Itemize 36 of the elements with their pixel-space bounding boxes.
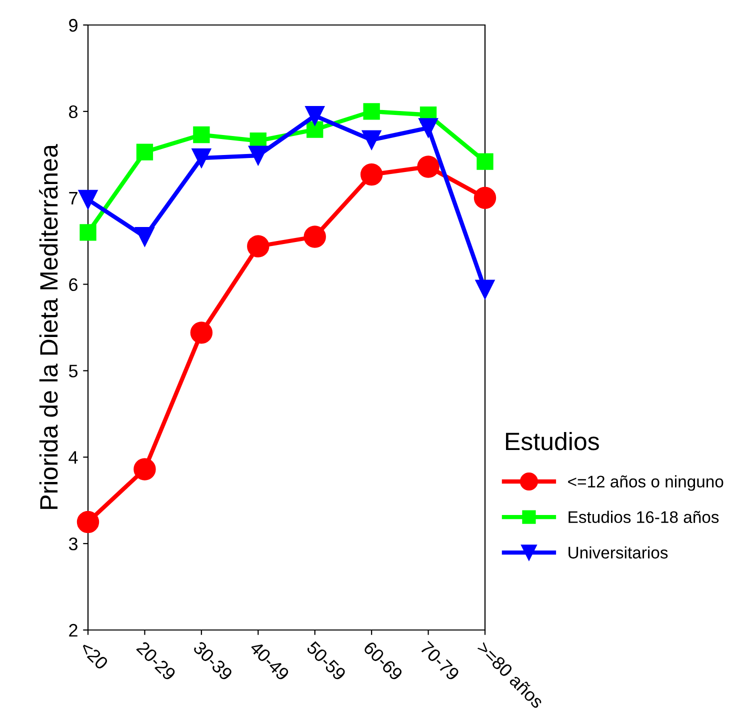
- point: [474, 186, 496, 209]
- y-tick-label: 7: [69, 192, 78, 204]
- y-tick-label: 4: [68, 451, 78, 464]
- legend-label: Estudios 16-18 años: [568, 510, 719, 524]
- y-tick-label: 8: [69, 105, 78, 118]
- y-tick-label: 6: [69, 278, 78, 292]
- point: [134, 458, 156, 480]
- point: [76, 510, 100, 534]
- point: [190, 322, 213, 344]
- point: [248, 146, 268, 166]
- point: [476, 153, 494, 170]
- point: [80, 224, 96, 241]
- point: [360, 163, 383, 186]
- point: [78, 190, 98, 210]
- point: [306, 121, 324, 138]
- point: [418, 118, 438, 138]
- point: [417, 156, 440, 178]
- point: [247, 235, 270, 258]
- y-tick-label: 5: [68, 364, 78, 378]
- y-axis-title: Priorida de la Dieta Mediterránea: [39, 144, 58, 509]
- y-tick-label: 2: [69, 624, 78, 637]
- legend-title: Estudios: [506, 432, 599, 450]
- point: [192, 148, 212, 168]
- point: [363, 103, 380, 120]
- point: [362, 130, 382, 150]
- point: [305, 106, 325, 126]
- y-tick-label: 3: [68, 538, 78, 550]
- legend-label: Universitarios: [568, 546, 668, 559]
- x-tick-label: <20: [79, 640, 109, 670]
- point: [193, 126, 210, 144]
- legend-label: <=12 años o ninguno: [568, 475, 724, 491]
- point: [134, 227, 154, 246]
- point: [475, 280, 495, 300]
- point: [304, 226, 326, 248]
- point: [136, 144, 154, 160]
- y-tick-label: 9: [69, 18, 78, 32]
